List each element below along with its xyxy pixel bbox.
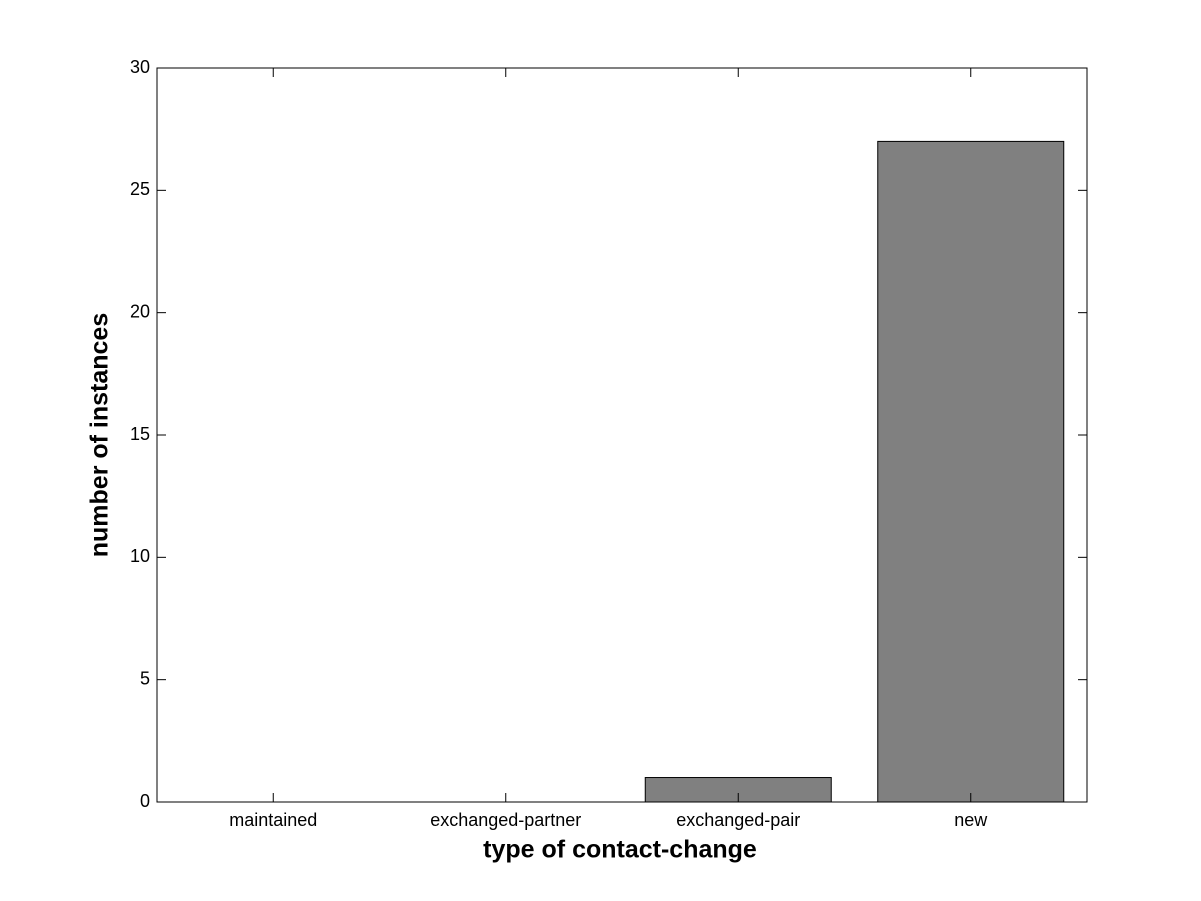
y-axis-label: number of instances bbox=[86, 313, 114, 558]
y-tick-label: 15 bbox=[130, 424, 150, 444]
x-tick-label: exchanged-pair bbox=[676, 810, 800, 830]
y-tick-label: 30 bbox=[130, 57, 150, 77]
y-tick-label: 20 bbox=[130, 301, 150, 321]
y-tick-label: 10 bbox=[130, 546, 150, 566]
x-tick-label: maintained bbox=[229, 810, 317, 830]
plot-frame bbox=[156, 67, 1088, 803]
x-tick-label: exchanged-partner bbox=[430, 810, 581, 830]
y-tick-label: 25 bbox=[130, 179, 150, 199]
bar bbox=[877, 140, 1065, 803]
y-tick-label: 0 bbox=[140, 791, 150, 811]
x-tick-label: new bbox=[954, 810, 988, 830]
y-tick-label: 5 bbox=[140, 668, 150, 688]
x-axis-label: type of contact-change bbox=[483, 836, 757, 864]
